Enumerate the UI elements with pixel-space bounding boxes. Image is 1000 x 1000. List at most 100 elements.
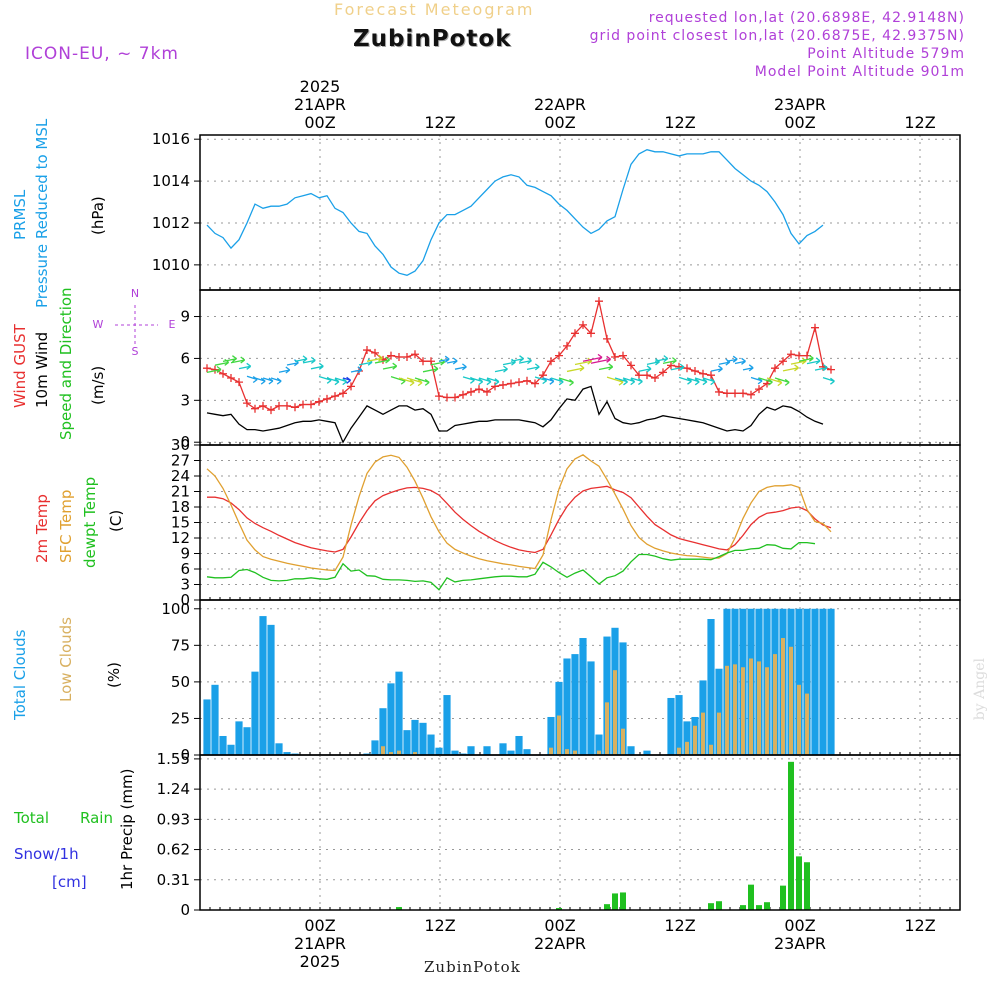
top-time-label: 23APR bbox=[774, 95, 826, 114]
bar-clouds-1 bbox=[789, 647, 793, 755]
wind-arrow bbox=[311, 363, 323, 369]
ytick-label: 9 bbox=[180, 545, 190, 563]
wind-arrow bbox=[599, 364, 613, 370]
wind-arrow bbox=[255, 378, 265, 384]
bar-clouds-1 bbox=[677, 748, 681, 755]
gust-point bbox=[811, 324, 819, 332]
bar-clouds-1 bbox=[693, 726, 697, 755]
bar-clouds-0 bbox=[427, 735, 434, 755]
panel-frame-pressure bbox=[200, 135, 960, 290]
gust-point bbox=[595, 297, 603, 305]
bar-precip-0 bbox=[604, 904, 610, 910]
gust-point bbox=[651, 374, 659, 382]
t2m-label: 2m Temp bbox=[33, 494, 51, 563]
bar-clouds-0 bbox=[227, 745, 234, 755]
bar-clouds-0 bbox=[235, 721, 242, 755]
bar-precip-0 bbox=[716, 901, 722, 910]
bar-clouds-0 bbox=[523, 749, 530, 755]
bar-clouds-0 bbox=[483, 746, 490, 755]
gust-point bbox=[475, 385, 483, 393]
top-time-label: 12Z bbox=[904, 113, 935, 132]
bar-clouds-0 bbox=[571, 654, 578, 755]
bar-clouds-0 bbox=[499, 743, 506, 755]
ytick-label: 1012 bbox=[152, 214, 190, 232]
top-time-label: 12Z bbox=[664, 113, 695, 132]
pressure-unit-label: (hPa) bbox=[89, 196, 107, 235]
bar-clouds-1 bbox=[733, 664, 737, 755]
ytick-label: 9 bbox=[180, 308, 190, 326]
meteogram-chart: 10101012101410160369NSW E0369121518212427… bbox=[0, 0, 1000, 1000]
gust-point bbox=[707, 371, 715, 379]
bar-clouds-1 bbox=[757, 661, 761, 755]
wind-arrow bbox=[239, 363, 251, 369]
top-time-label: 12Z bbox=[424, 113, 455, 132]
gust-point bbox=[331, 392, 339, 400]
gust-point bbox=[611, 353, 619, 361]
gust-point bbox=[523, 377, 531, 385]
top-time-label: 00Z bbox=[544, 113, 575, 132]
ytick-label: 1016 bbox=[152, 130, 190, 148]
ytick-label: 3 bbox=[180, 391, 190, 409]
point-altitude: Point Altitude 579m bbox=[807, 46, 965, 62]
tsfc-label: SFC Temp bbox=[57, 490, 75, 563]
gust-point bbox=[715, 388, 723, 396]
time-axis: 202521APR00Z 12Z22APR00Z 12Z23APR00Z 12Z00Z… bbox=[294, 77, 936, 971]
location-title: ZubinPotok bbox=[353, 26, 512, 52]
bar-clouds-1 bbox=[381, 746, 385, 755]
bottom-time-label: 12Z bbox=[424, 916, 455, 935]
ytick-label: 75 bbox=[171, 636, 190, 654]
gust-point bbox=[723, 389, 731, 397]
bottom-time-label: 00Z bbox=[544, 916, 575, 935]
gust-point bbox=[275, 402, 283, 410]
bar-clouds-1 bbox=[549, 748, 553, 755]
bar-clouds-0 bbox=[667, 698, 674, 755]
gust-point bbox=[731, 389, 739, 397]
gust-point bbox=[739, 389, 747, 397]
bar-clouds-1 bbox=[805, 694, 809, 755]
bar-clouds-0 bbox=[443, 695, 450, 755]
author-credit: by Angel bbox=[972, 658, 988, 720]
wind-arrow bbox=[823, 378, 834, 385]
wind-arrow bbox=[503, 359, 516, 365]
bar-clouds-1 bbox=[797, 685, 801, 755]
ytick-label: 100 bbox=[161, 600, 190, 618]
bar-clouds-0 bbox=[211, 685, 218, 755]
clouds-unit-label: (%) bbox=[105, 662, 123, 688]
bar-precip-0 bbox=[780, 886, 786, 910]
wind-speed-direction-label: Speed and Direction bbox=[57, 287, 75, 440]
gust-point bbox=[403, 353, 411, 361]
top-time-label: 22APR bbox=[534, 95, 586, 114]
bottom-time-label: 12Z bbox=[904, 916, 935, 935]
bar-clouds-0 bbox=[811, 609, 818, 755]
bar-precip-0 bbox=[796, 856, 802, 910]
top-time-label: 00Z bbox=[784, 113, 815, 132]
wind-arrow bbox=[463, 377, 474, 383]
wind-arrow bbox=[319, 376, 331, 383]
wind-arrow bbox=[511, 356, 524, 362]
gust-point bbox=[219, 370, 227, 378]
ytick-label: 50 bbox=[171, 673, 190, 691]
ytick-label: 21 bbox=[171, 483, 190, 501]
gust-point bbox=[643, 371, 651, 379]
ytick-label: 18 bbox=[171, 498, 190, 516]
bar-clouds-1 bbox=[725, 666, 729, 755]
wind-arrow bbox=[639, 366, 651, 372]
wind-10m-label: 10m Wind bbox=[33, 332, 51, 408]
compass-letter: N bbox=[131, 287, 139, 300]
precip-total-label: Total bbox=[14, 809, 49, 827]
bar-clouds-1 bbox=[765, 667, 769, 755]
bar-clouds-0 bbox=[219, 736, 226, 755]
bar-precip-0 bbox=[764, 902, 770, 910]
bottom-time-label: 22APR bbox=[534, 934, 586, 953]
bar-clouds-0 bbox=[387, 683, 394, 755]
wind-unit-label: (m/s) bbox=[89, 366, 107, 405]
bar-precip-0 bbox=[804, 862, 810, 910]
bar-clouds-1 bbox=[741, 667, 745, 755]
wind-arrow bbox=[567, 365, 584, 371]
bar-clouds-0 bbox=[403, 730, 410, 755]
ytick-label: 1.24 bbox=[157, 780, 190, 798]
gust-point bbox=[235, 378, 243, 386]
panel-frame-precip bbox=[200, 755, 960, 910]
bottom-time-label: 12Z bbox=[664, 916, 695, 935]
bar-clouds-1 bbox=[621, 729, 625, 755]
